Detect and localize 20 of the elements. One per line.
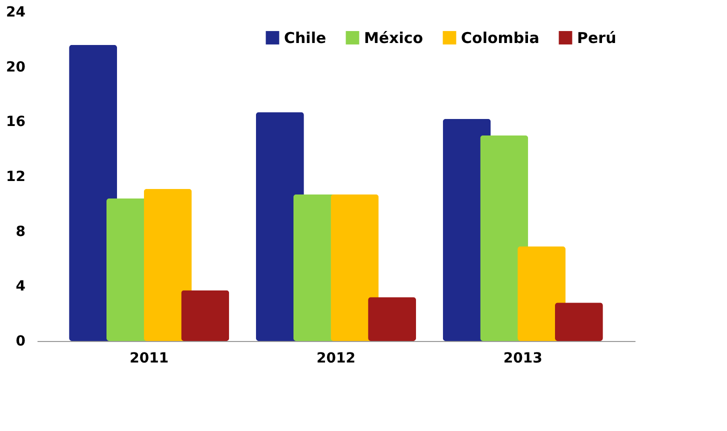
- legend-label: Chile: [284, 28, 326, 47]
- legend-label: Perú: [577, 28, 616, 47]
- bar: [518, 246, 566, 341]
- bar: [368, 297, 416, 341]
- bar: [554, 302, 603, 341]
- y-tick-label: 24: [6, 4, 26, 20]
- y-tick-label: 8: [16, 224, 26, 240]
- x-tick-label: 2011: [130, 350, 169, 366]
- y-tick-label: 4: [16, 278, 26, 295]
- x-tick-label: 2012: [316, 350, 356, 366]
- y-tick-label: 12: [6, 169, 26, 185]
- y-tick-label: 20: [6, 59, 26, 76]
- y-tick-label: 16: [6, 114, 26, 130]
- legend-label: México: [364, 28, 424, 47]
- x-tick-label: 2013: [503, 350, 542, 366]
- y-tick-label: 0: [16, 334, 26, 350]
- bar: [181, 290, 230, 341]
- bar: [144, 188, 192, 341]
- legend-label: Colombia: [461, 28, 540, 47]
- bar: [330, 194, 379, 341]
